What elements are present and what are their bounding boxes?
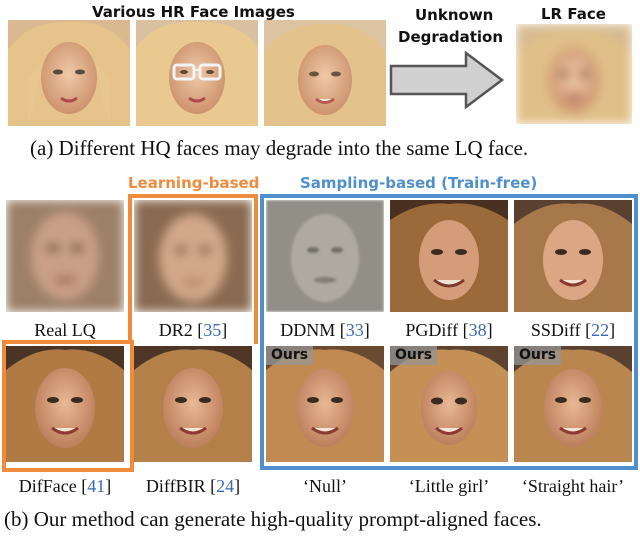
panel-a-caption: (a) Different HQ faces may degrade into … (30, 136, 529, 160)
little-girl-prompt-label: ‘Little girl’ (408, 476, 490, 496)
dr2-label: DR2 [35] (158, 320, 228, 340)
diffbir-label: DiffBIR [24] (145, 476, 241, 496)
difface-image (6, 346, 124, 462)
ddnm-image (266, 200, 384, 312)
ours-tag: Ours (514, 346, 562, 365)
degradation-arrow-icon (389, 50, 505, 110)
real-lq-image (6, 200, 124, 312)
null-prompt-label: ‘Null’ (303, 476, 347, 496)
hr-face-image-1 (8, 20, 130, 126)
straight-hair-prompt-label: ‘Straight hair’ (521, 476, 625, 496)
ours-null-image: Ours (266, 346, 384, 462)
ours-straight-hair-image: Ours (514, 346, 632, 462)
learning-based-frame-top (128, 194, 258, 344)
panel-b-caption: (b) Our method can generate high-quality… (4, 507, 542, 531)
dr2-image (134, 200, 252, 312)
ssdiff-label: SSDiff [22] (530, 320, 616, 340)
sampling-based-frame (260, 194, 638, 470)
hr-face-image-2 (136, 20, 258, 126)
ours-tag: Ours (266, 346, 314, 365)
ssdiff-image (514, 200, 632, 312)
lr-face-image (516, 24, 632, 124)
ours-tag: Ours (390, 346, 438, 365)
lr-face-label: LR Face (541, 5, 606, 23)
ddnm-label: DDNM [33] (280, 320, 370, 340)
sampling-based-label: Sampling-based (Train-free) (300, 174, 538, 192)
pgdiff-label: PGDiff [38] (405, 320, 493, 340)
diffbir-image (134, 346, 252, 462)
learning-based-frame-bottom (2, 340, 134, 472)
difface-label: DifFace [41] (18, 476, 112, 496)
unknown-label: Unknown (415, 6, 494, 24)
degradation-label: Degradation (398, 28, 504, 46)
hr-faces-label: Various HR Face Images (92, 3, 295, 21)
real-lq-label: Real LQ (34, 320, 96, 340)
pgdiff-image (390, 200, 508, 312)
learning-based-label: Learning-based (128, 174, 260, 192)
ours-little-girl-image: Ours (390, 346, 508, 462)
hr-face-image-3 (264, 20, 386, 126)
